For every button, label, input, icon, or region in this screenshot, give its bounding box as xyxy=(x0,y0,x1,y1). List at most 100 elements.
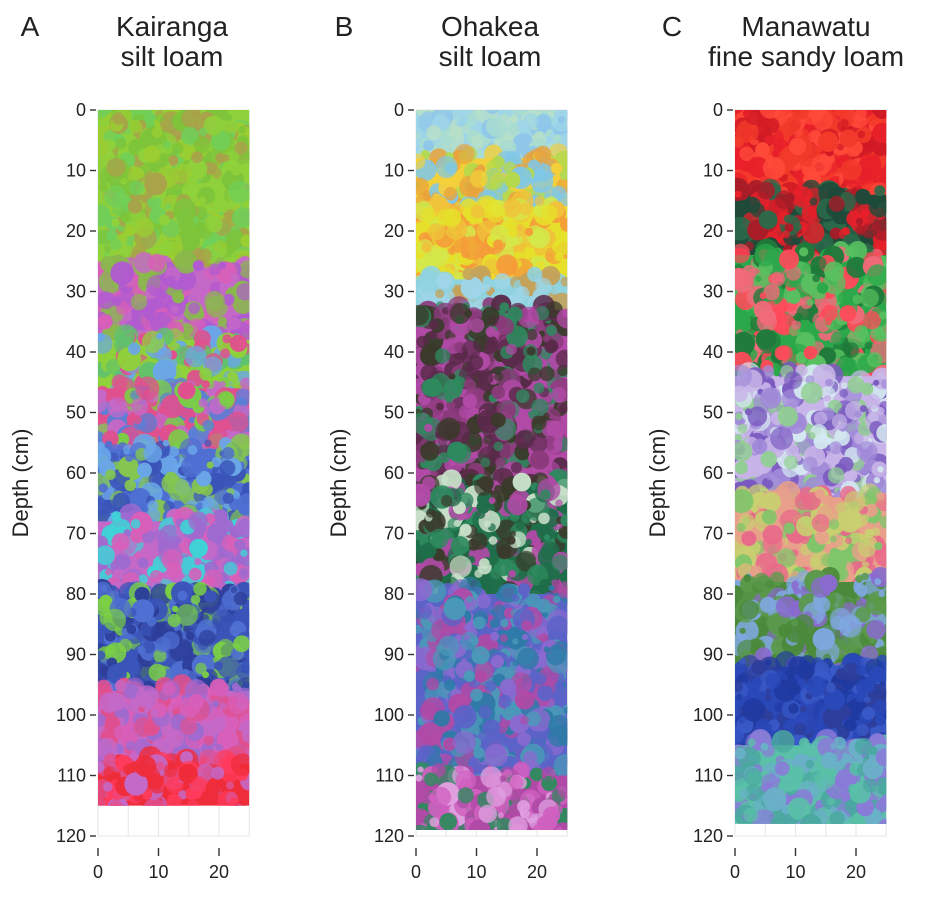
profile-blotch xyxy=(473,616,486,630)
profile-blotch xyxy=(557,778,568,799)
profile-blotch xyxy=(198,196,207,204)
profile-blotch xyxy=(515,521,525,531)
profile-blotch xyxy=(104,753,117,766)
profile-blotch xyxy=(443,597,467,621)
profile-blotch xyxy=(791,320,802,330)
profile-blotch xyxy=(203,735,214,746)
profile-blotch xyxy=(135,685,159,709)
profile-blotch xyxy=(422,140,434,152)
profile-blotch xyxy=(444,162,457,174)
profile-blotch xyxy=(444,394,454,403)
profile-blotch xyxy=(448,373,456,380)
profile-blotch xyxy=(432,828,440,830)
profile-blotch xyxy=(557,263,564,271)
profile-blotch xyxy=(219,519,234,533)
profile-blotch xyxy=(105,644,116,656)
soil-profile-image xyxy=(416,103,568,830)
profile-blotch xyxy=(143,798,166,806)
profile-blotch xyxy=(555,349,568,368)
profile-blotch xyxy=(476,593,491,609)
profile-blotch xyxy=(512,638,519,645)
profile-blotch xyxy=(111,374,128,391)
profile-blotch xyxy=(529,767,544,782)
y-tick-label: 80 xyxy=(384,584,404,604)
profile-blotch xyxy=(416,774,423,782)
profile-blotch xyxy=(118,233,126,241)
profile-blotch xyxy=(452,110,474,117)
profile-blotch xyxy=(218,261,227,270)
profile-blotch xyxy=(830,331,845,345)
profile-blotch xyxy=(509,775,524,790)
profile-blotch xyxy=(426,508,436,518)
profile-blotch xyxy=(227,317,241,330)
profile-blotch xyxy=(454,143,475,165)
profile-blotch xyxy=(241,728,250,743)
profile-blotch xyxy=(416,624,423,634)
profile-blotch xyxy=(500,619,509,628)
profile-blotch xyxy=(105,568,112,576)
profile-blotch xyxy=(742,110,750,118)
profile-blotch xyxy=(111,511,122,522)
profile-blotch xyxy=(534,145,552,163)
profile-blotch xyxy=(537,685,553,702)
profile-blotch xyxy=(476,500,491,514)
profile-blotch xyxy=(430,246,447,263)
profile-blotch xyxy=(485,203,506,223)
profile-blotch xyxy=(486,786,506,807)
profile-blotch xyxy=(213,716,227,730)
profile-blotch xyxy=(735,243,751,264)
profile-blotch xyxy=(232,685,242,695)
profile-blotch xyxy=(553,134,562,143)
profile-blotch xyxy=(236,493,250,517)
profile-blotch xyxy=(552,595,561,604)
profile-blotch xyxy=(204,590,217,603)
profile-blotch xyxy=(544,775,553,783)
profile-blotch xyxy=(120,211,132,223)
profile-blotch xyxy=(160,394,185,419)
profile-blotch xyxy=(735,331,755,356)
y-tick-label: 110 xyxy=(375,766,404,786)
profile-blotch xyxy=(98,581,112,600)
profile-blotch xyxy=(111,533,130,551)
profile-blotch xyxy=(416,787,428,803)
profile-blotch xyxy=(438,635,460,657)
profile-blotch xyxy=(111,218,120,227)
profile-blotch xyxy=(195,662,207,675)
profile-blotch xyxy=(233,101,241,109)
y-tick-label: 20 xyxy=(384,221,404,241)
profile-blotch xyxy=(763,283,780,301)
profile-blotch xyxy=(483,340,498,355)
profile-blotch xyxy=(499,775,507,782)
profile-blotch xyxy=(864,341,873,350)
profile-blotch xyxy=(492,103,499,110)
profile-blotch xyxy=(188,694,204,710)
profile-blotch xyxy=(535,673,547,685)
soil-profile-image xyxy=(735,110,887,824)
profile-blotch xyxy=(546,420,566,440)
profile-blotch xyxy=(783,214,793,224)
profile-blotch xyxy=(839,305,857,322)
profile-blotch xyxy=(530,169,554,193)
profile-blotch xyxy=(233,111,240,118)
profile-blotch xyxy=(482,276,491,285)
profile-blotch xyxy=(106,157,126,177)
profile-blotch xyxy=(211,700,220,708)
profile-blotch xyxy=(747,156,769,178)
profile-blotch xyxy=(489,618,500,629)
profile-blotch xyxy=(509,530,516,538)
profile-blotch xyxy=(180,126,200,146)
profile-blotch xyxy=(533,382,545,394)
profile-blotch xyxy=(857,130,866,139)
profile-blotch xyxy=(428,330,437,340)
profile-blotch xyxy=(202,496,215,509)
profile-blotch xyxy=(541,766,556,782)
profile-blotch xyxy=(429,817,440,828)
profile-blotch xyxy=(142,530,155,544)
profile-blotch xyxy=(852,294,863,305)
profile-blotch xyxy=(517,800,530,813)
profile-blotch xyxy=(192,260,204,272)
profile-blotch xyxy=(236,518,250,539)
profile-blotch xyxy=(416,483,432,507)
profile-blotch xyxy=(416,153,426,170)
profile-blotch xyxy=(802,196,810,204)
